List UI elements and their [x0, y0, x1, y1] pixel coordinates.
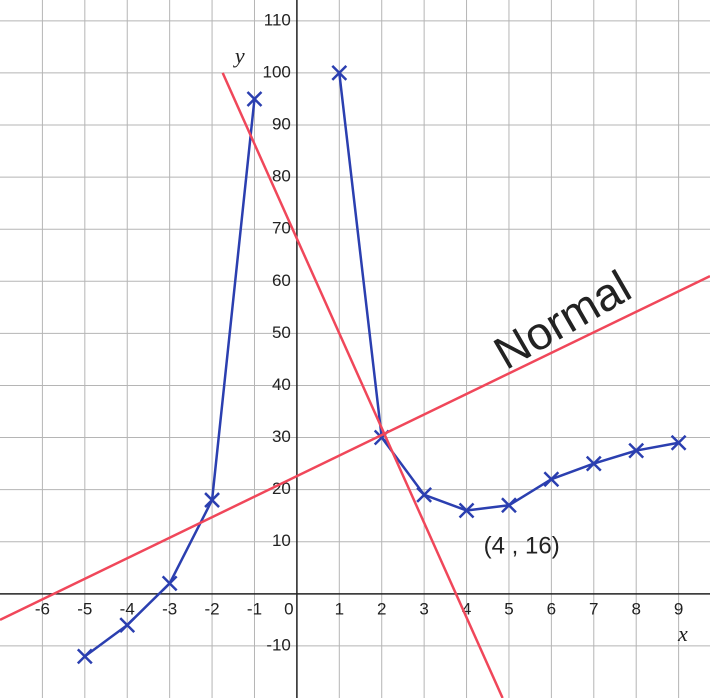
series-line [221, 72, 504, 698]
y-tick-label: 60 [272, 271, 291, 290]
y-tick-label: -10 [266, 635, 291, 654]
x-tick-label: -6 [35, 599, 50, 618]
point-marker [543, 471, 560, 488]
point-marker [585, 455, 602, 472]
point-marker [416, 486, 433, 503]
y-tick-label: 40 [272, 375, 291, 394]
x-tick-label: 0 [284, 599, 293, 618]
x-tick-label: 7 [589, 599, 598, 618]
y-tick-label: 100 [263, 62, 291, 81]
y-tick-label: 20 [272, 479, 291, 498]
point-marker [458, 502, 475, 519]
y-tick-label: 110 [264, 10, 291, 29]
x-tick-label: 5 [504, 599, 513, 618]
x-tick-label: 3 [419, 599, 428, 618]
annotation: Normal [485, 260, 639, 379]
x-tick-label: -4 [120, 599, 135, 618]
x-axis-label: x [677, 621, 688, 646]
point-marker [628, 442, 645, 459]
series-line [0, 274, 710, 621]
point-marker [331, 65, 348, 81]
x-tick-label: 9 [674, 599, 683, 618]
point-marker [161, 575, 178, 592]
point-marker [670, 434, 687, 451]
point-marker [501, 497, 517, 514]
x-tick-label: -3 [162, 599, 177, 618]
y-tick-label: 30 [272, 427, 291, 446]
x-tick-label: -2 [205, 599, 220, 618]
x-tick-label: -1 [247, 599, 262, 618]
y-tick-label: 80 [272, 167, 291, 186]
point-marker [246, 91, 263, 107]
y-axis-label: y [233, 43, 245, 68]
point-marker [204, 492, 220, 508]
x-tick-label: 6 [547, 599, 556, 618]
x-tick-label: 4 [462, 599, 471, 618]
point-marker [76, 648, 93, 665]
x-tick-label: 8 [631, 599, 640, 618]
x-tick-label: -5 [77, 599, 92, 618]
y-tick-label: 50 [272, 323, 291, 342]
point-marker [119, 617, 136, 633]
x-tick-label: 2 [377, 599, 386, 618]
y-tick-label: 90 [272, 114, 291, 133]
y-tick-label: 10 [272, 531, 291, 550]
x-tick-label: 1 [335, 599, 344, 618]
annotation: (4 , 16) [484, 532, 560, 559]
y-tick-label: 70 [272, 219, 291, 238]
